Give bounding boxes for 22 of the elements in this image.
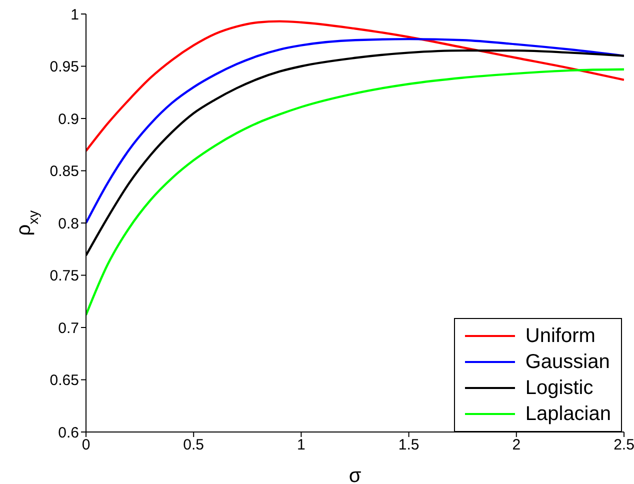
x-tick-label: 2 [512,436,521,454]
x-tick-label: 1.5 [398,436,420,454]
y-tick-label: 0.75 [50,268,79,285]
x-axis-title: σ [348,465,362,484]
legend-label: Laplacian [525,402,611,427]
y-tick-label: 0.7 [58,320,79,337]
y-tick-label: 1 [70,6,79,24]
x-tick-label: 0 [82,436,90,454]
line-series [86,20,624,152]
line-series [86,68,624,316]
y-tick-label: 0.9 [58,110,79,128]
y-tick-label: 0.85 [50,163,79,180]
y-tick-label: 0.65 [50,372,79,390]
legend-label: Gaussian [525,350,610,375]
x-tick-label: 1 [297,436,306,454]
y-tick-label: 0.95 [50,58,79,76]
legend-label: Logistic [525,376,594,401]
legend-label: Uniform [525,324,596,349]
x-tick-label: 0.5 [183,436,204,454]
y-tick-label: 0.6 [58,424,79,442]
x-tick-label: 2.5 [614,436,634,454]
y-tick-label: 0.8 [58,215,79,232]
